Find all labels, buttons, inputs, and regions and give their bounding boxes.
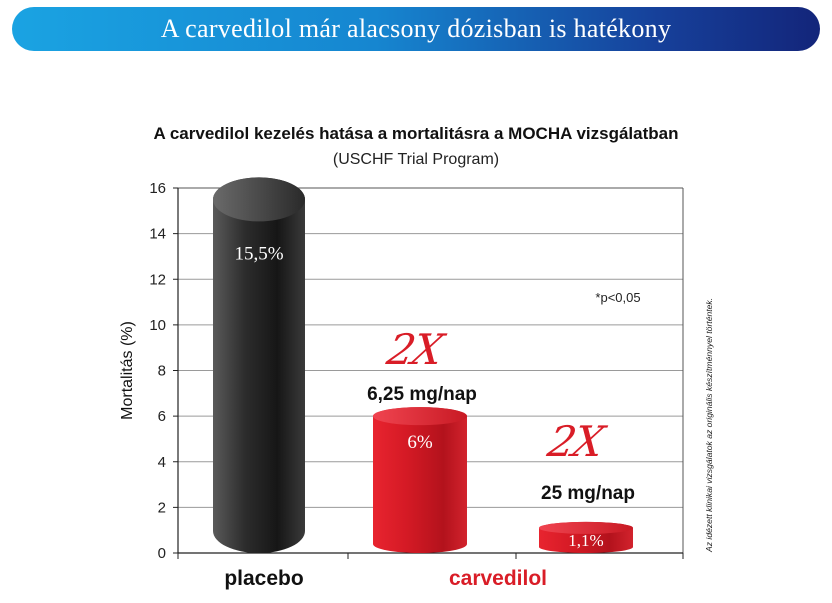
y-tick-label: 4 — [158, 454, 166, 471]
dose-label-25: 25 mg/nap — [541, 483, 635, 504]
bar-3-top — [539, 521, 633, 534]
y-axis-label: Mortalitás (%) — [119, 321, 136, 420]
bar-1-top — [213, 177, 305, 222]
bar-3-value-label: 1,1% — [568, 531, 603, 550]
y-tick-label: 2 — [158, 499, 166, 516]
bar-2-value-label: 6% — [407, 432, 433, 453]
y-tick-label: 10 — [149, 317, 166, 334]
bar-2 — [373, 407, 467, 553]
bar-2-top — [373, 407, 467, 426]
chart-title: A carvedilol kezelés hatása a mortalitás… — [153, 124, 679, 143]
fold-label-2x: 2X — [382, 326, 450, 374]
y-tick-label: 16 — [149, 180, 166, 197]
fold-label-2x: 2X — [543, 418, 611, 466]
y-tick-label: 0 — [158, 545, 166, 562]
dose-label-6-25: 6,25 mg/nap — [367, 384, 477, 405]
group-label-placebo: placebo — [224, 567, 303, 590]
y-tick-label: 6 — [158, 408, 166, 425]
banner-title: A carvedilol már alacsony dózisban is ha… — [160, 14, 672, 43]
y-tick-label: 14 — [149, 226, 166, 243]
title-banner: A carvedilol már alacsony dózisban is ha… — [12, 7, 820, 51]
bar-1 — [213, 177, 305, 554]
y-tick-label: 8 — [158, 363, 166, 380]
group-label-carvedilol: carvedilol — [449, 567, 547, 590]
chart-subtitle: (USCHF Trial Program) — [332, 151, 500, 168]
bar-1-value-label: 15,5% — [234, 243, 283, 264]
y-tick-label: 12 — [149, 271, 166, 288]
significance-note: *p<0,05 — [595, 290, 640, 305]
side-note: Az idézett klinikai vizsgálatok az origi… — [704, 297, 714, 552]
